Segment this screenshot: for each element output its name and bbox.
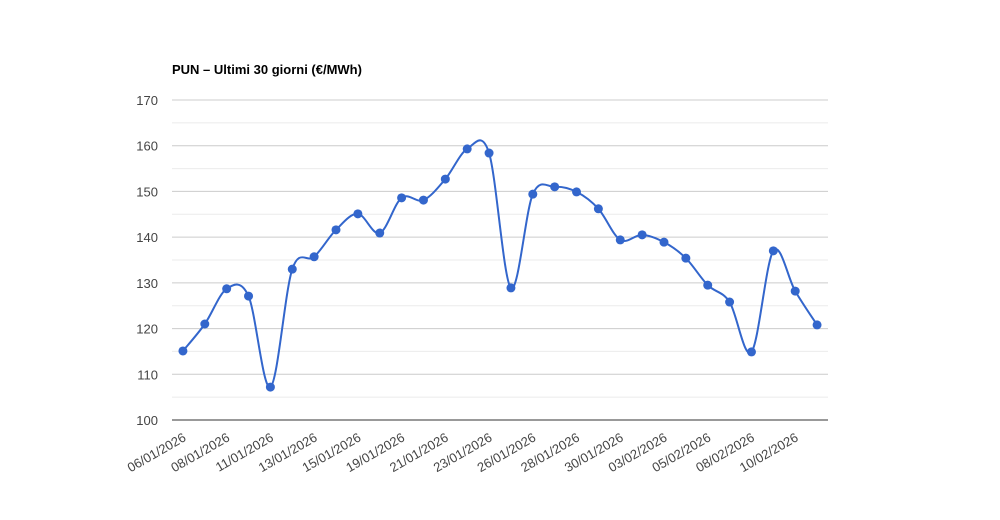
y-tick-label: 160 [136, 139, 158, 154]
y-tick-label: 120 [136, 322, 158, 337]
y-tick-label: 140 [136, 230, 158, 245]
point [440, 174, 450, 184]
point [572, 187, 582, 197]
point [244, 291, 254, 301]
line [182, 139, 818, 389]
point [265, 382, 275, 392]
point [178, 346, 188, 356]
point [331, 225, 341, 235]
point [637, 230, 647, 240]
point [615, 235, 625, 245]
point [812, 320, 822, 330]
point [222, 284, 232, 294]
point [309, 252, 319, 262]
y-tick-label: 150 [136, 184, 158, 199]
chart-title: PUN – Ultimi 30 giorni (€/MWh) [172, 62, 362, 77]
point [768, 246, 778, 256]
point [375, 228, 385, 238]
point [681, 253, 691, 263]
point [200, 319, 210, 329]
point [659, 237, 669, 247]
point [703, 280, 713, 290]
point [397, 193, 407, 203]
point [353, 209, 363, 219]
point [550, 182, 560, 192]
point [593, 204, 603, 214]
point [790, 286, 800, 296]
y-tick-label: 130 [136, 276, 158, 291]
point [418, 195, 428, 205]
point [746, 347, 756, 357]
point [528, 189, 538, 199]
point [287, 264, 297, 274]
y-tick-label: 170 [136, 93, 158, 108]
point [506, 283, 516, 293]
point [725, 297, 735, 307]
point [462, 144, 472, 154]
y-tick-label: 100 [136, 413, 158, 428]
y-tick-label: 110 [137, 367, 158, 382]
point [484, 148, 494, 158]
